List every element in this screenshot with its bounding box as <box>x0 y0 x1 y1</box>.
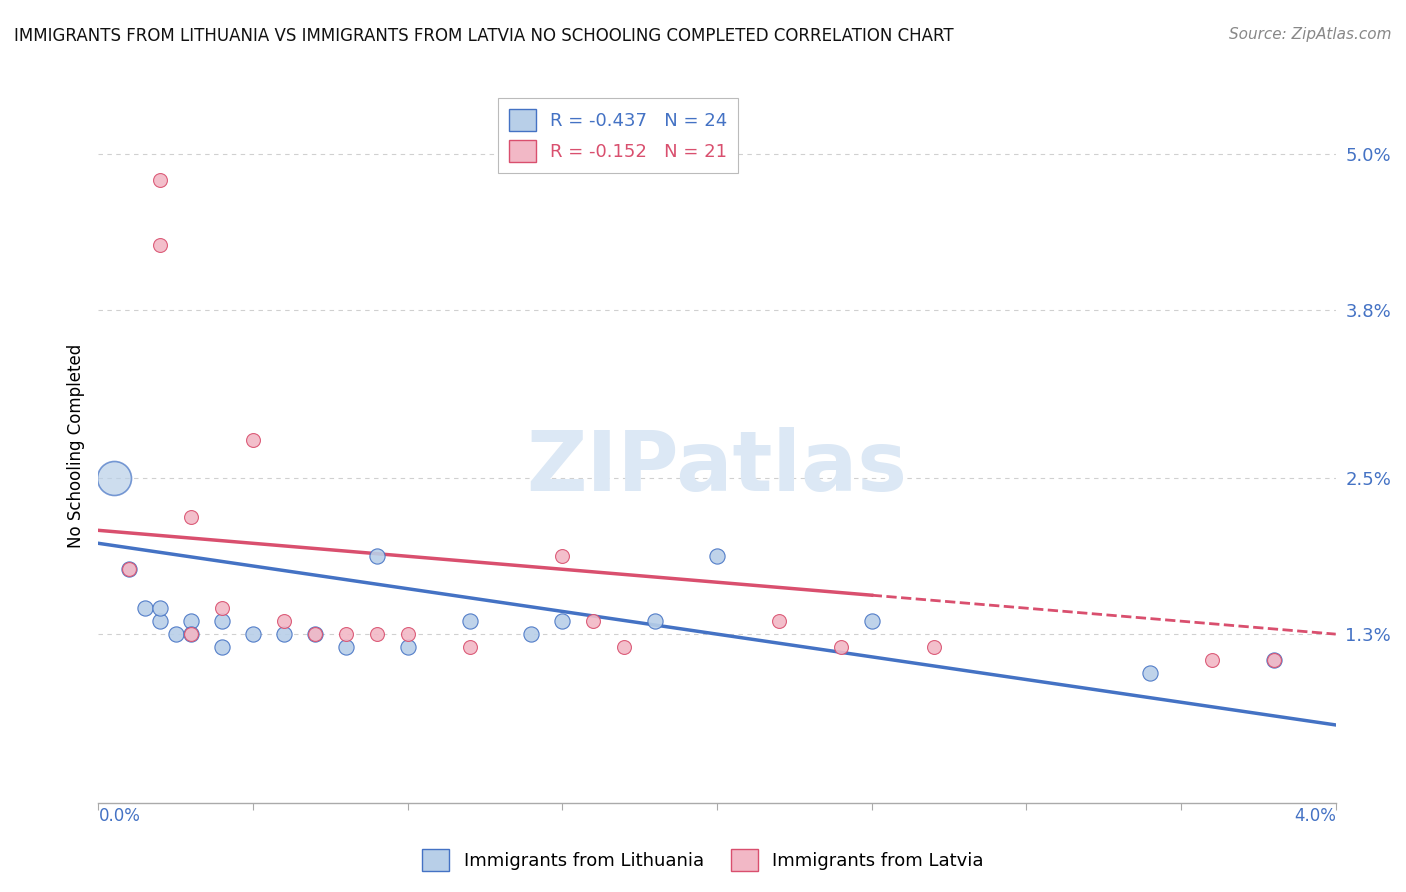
Text: 0.0%: 0.0% <box>98 807 141 825</box>
Point <box>242 627 264 641</box>
Point <box>134 601 156 615</box>
Point <box>335 627 357 641</box>
Point <box>304 627 326 641</box>
Text: Source: ZipAtlas.com: Source: ZipAtlas.com <box>1229 27 1392 42</box>
Text: 4.0%: 4.0% <box>1294 807 1336 825</box>
Point <box>366 549 388 564</box>
Point <box>304 627 326 641</box>
Point <box>1139 666 1161 681</box>
Point <box>118 562 141 576</box>
Point <box>335 640 357 654</box>
Point <box>582 614 605 628</box>
Point <box>922 640 945 654</box>
Point <box>180 627 202 641</box>
Legend: R = -0.437   N = 24, R = -0.152   N = 21: R = -0.437 N = 24, R = -0.152 N = 21 <box>498 98 738 173</box>
Point <box>830 640 852 654</box>
Point <box>644 614 666 628</box>
Point <box>458 614 481 628</box>
Point <box>366 627 388 641</box>
Point <box>273 614 295 628</box>
Point <box>165 627 187 641</box>
Point <box>211 614 233 628</box>
Point <box>396 627 419 641</box>
Y-axis label: No Schooling Completed: No Schooling Completed <box>66 344 84 548</box>
Point <box>211 640 233 654</box>
Point <box>613 640 636 654</box>
Point <box>458 640 481 654</box>
Point <box>520 627 543 641</box>
Point <box>768 614 790 628</box>
Point <box>118 562 141 576</box>
Point <box>149 173 172 187</box>
Point <box>180 510 202 524</box>
Point <box>242 433 264 447</box>
Point <box>149 614 172 628</box>
Point <box>551 549 574 564</box>
Point <box>180 627 202 641</box>
Text: IMMIGRANTS FROM LITHUANIA VS IMMIGRANTS FROM LATVIA NO SCHOOLING COMPLETED CORRE: IMMIGRANTS FROM LITHUANIA VS IMMIGRANTS … <box>14 27 953 45</box>
Point <box>149 238 172 252</box>
Point <box>1263 653 1285 667</box>
Point <box>1201 653 1223 667</box>
Point <box>1263 653 1285 667</box>
Point <box>860 614 883 628</box>
Point <box>149 601 172 615</box>
Point <box>551 614 574 628</box>
Point <box>211 601 233 615</box>
Text: ZIPatlas: ZIPatlas <box>527 427 907 508</box>
Point <box>706 549 728 564</box>
Point <box>273 627 295 641</box>
Point <box>180 614 202 628</box>
Point <box>396 640 419 654</box>
Legend: Immigrants from Lithuania, Immigrants from Latvia: Immigrants from Lithuania, Immigrants fr… <box>415 842 991 879</box>
Point <box>103 471 125 485</box>
